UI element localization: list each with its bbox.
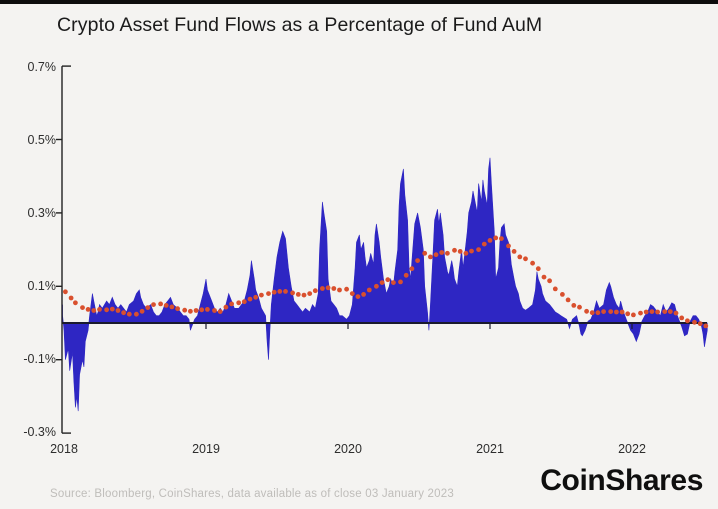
x-tick-label: 2021 [476, 442, 504, 456]
x-tick-label: 2019 [192, 442, 220, 456]
y-tick-label: -0.3% [23, 425, 56, 439]
x-tick-label: 2022 [618, 442, 646, 456]
coinshares-logo: CoinShares [540, 464, 703, 497]
top-border-bar [0, 0, 718, 4]
x-tick-label: 2020 [334, 442, 362, 456]
y-tick-label: 0.5% [27, 133, 57, 147]
y-tick-label: 0.7% [27, 60, 57, 74]
chart-title: Crypto Asset Fund Flows as a Percentage … [57, 14, 543, 36]
source-attribution: Source: Bloomberg, CoinShares, data avai… [50, 488, 454, 500]
y-tick-label: 0.1% [27, 279, 57, 293]
y-tick-label: -0.1% [23, 352, 56, 366]
x-tick-label: 2018 [50, 442, 78, 456]
y-tick-label: 0.3% [27, 206, 57, 220]
